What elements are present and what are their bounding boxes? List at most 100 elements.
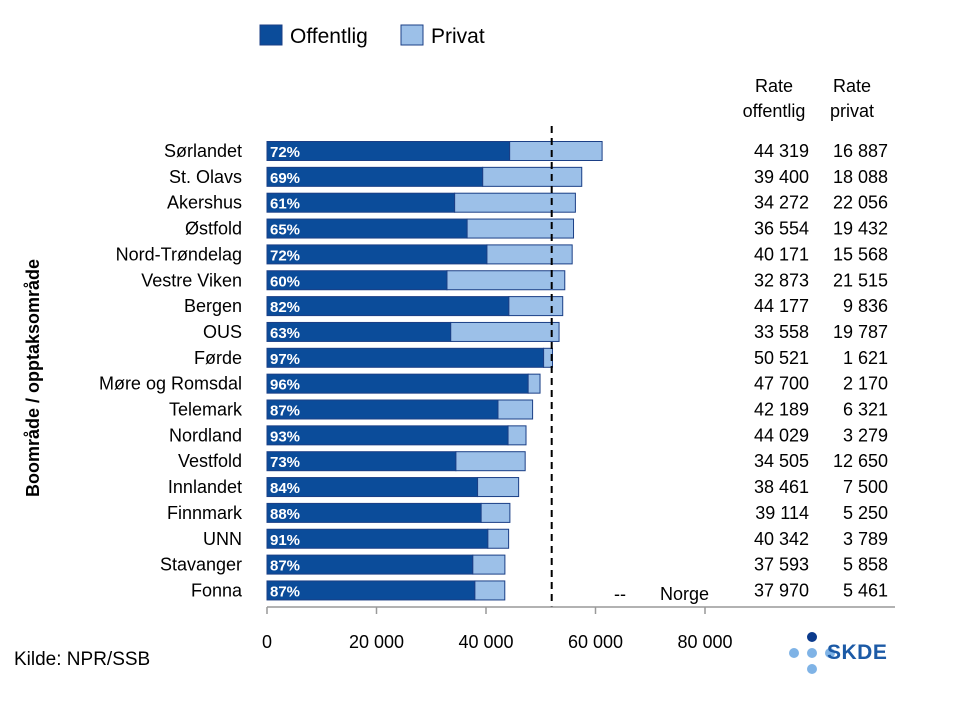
category-label: Bergen [184,296,242,316]
bar-percent-label: 88% [270,506,300,523]
rate-privat-value: 19 787 [833,322,888,342]
bar-offentlig [266,296,510,317]
rate-offentlig-value: 44 029 [754,425,809,445]
legend-swatch-offentlig [259,24,283,46]
rate-offentlig-value: 39 400 [754,167,809,187]
rate-privat-value: 3 789 [843,529,888,549]
bar-privat [482,166,583,187]
bar-privat [477,477,520,498]
bar-percent-label: 96% [270,377,300,394]
rate-privat-value: 9 836 [843,296,888,316]
rate-privat-value: 5 858 [843,555,888,575]
rate-offentlig-value: 47 700 [754,374,809,394]
bar-privat [472,554,506,575]
logo-dot-bottom [807,664,817,674]
bar-privat [509,141,603,161]
rate-privat-value: 19 432 [833,219,888,239]
source-note: Kilde: NPR/SSB [14,649,151,670]
bar-privat [507,425,527,446]
category-label: Finnmark [167,503,243,523]
bar-privat [508,296,564,317]
bar-percent-label: 97% [270,351,300,368]
category-label: Førde [194,348,242,368]
column-header-line2: offentlig [743,101,806,121]
rate-offentlig-value: 34 272 [754,193,809,213]
category-label: Akershus [167,193,242,213]
bar-privat [474,580,506,601]
reference-line-legend-marker: -- [614,584,626,604]
rate-offentlig-value: 39 114 [755,503,809,523]
bar-percent-label: 69% [270,170,300,187]
bar-percent-label: 61% [270,196,300,213]
logo-text: SKDE [827,641,888,664]
rate-offentlig-value: 37 970 [754,580,809,600]
logo-dot-top [807,632,817,642]
rate-offentlig-value: 36 554 [754,219,809,239]
bar-offentlig [266,373,529,394]
bar-percent-label: 87% [270,558,300,575]
bar-privat [455,451,526,472]
category-label: UNN [203,529,242,549]
rate-offentlig-value: 38 461 [754,477,809,497]
logo-dot-left [789,648,799,658]
bar-privat [446,270,566,291]
bar-privat [497,399,534,420]
x-axis-tick-label: 20 000 [349,632,404,652]
rate-offentlig-value: 40 342 [754,529,809,549]
column-header-line2: privat [830,101,874,121]
logo-dot-center [807,648,817,658]
bar-privat [450,321,560,342]
category-label: Innlandet [168,477,242,497]
category-label: Vestfold [178,451,242,471]
column-header-line1: Rate [833,76,871,96]
category-label: Nord-Trøndelag [116,244,242,264]
category-label: Møre og Romsdal [99,374,242,394]
bar-privat [527,373,541,394]
bar-percent-label: 87% [270,403,300,420]
bar-offentlig [266,425,509,446]
skde-logo: SKDE [786,628,916,684]
rate-privat-value: 2 170 [843,374,888,394]
rate-privat-value: 22 056 [833,193,888,213]
legend-swatch-privat [400,24,424,46]
rate-privat-value: 5 250 [843,503,888,523]
bar-percent-label: 73% [270,454,300,471]
rate-offentlig-value: 32 873 [754,270,809,290]
category-label: OUS [203,322,242,342]
rate-privat-value: 15 568 [833,244,888,264]
bar-percent-label: 93% [270,428,300,445]
category-label: Sørlandet [164,141,242,161]
bar-percent-label: 84% [270,480,300,497]
bar-percent-label: 87% [270,583,300,600]
rate-offentlig-value: 44 177 [754,296,809,316]
rate-privat-value: 7 500 [843,477,888,497]
bar-offentlig [266,528,489,549]
logo-dot-right [825,648,835,658]
category-label: St. Olavs [169,167,242,187]
reference-line-legend-label: Norge [660,584,709,604]
rate-privat-value: 1 621 [843,348,888,368]
rate-offentlig-value: 44 319 [754,141,809,161]
category-label: Vestre Viken [141,270,242,290]
rate-privat-value: 6 321 [843,400,888,420]
bar-privat [486,244,573,265]
bar-percent-label: 65% [270,222,300,239]
rate-privat-value: 16 887 [833,141,888,161]
rate-offentlig-value: 40 171 [754,244,809,264]
bar-percent-label: 91% [270,532,300,549]
rate-privat-value: 18 088 [833,167,888,187]
rate-offentlig-value: 33 558 [754,322,809,342]
category-label: Nordland [169,425,242,445]
rate-privat-value: 5 461 [843,580,888,600]
category-label: Telemark [169,400,243,420]
x-axis-tick-label: 40 000 [458,632,513,652]
rate-offentlig-value: 50 521 [754,348,809,368]
bar-percent-label: 82% [270,299,300,316]
bar-privat [480,502,511,523]
x-axis-tick-label: 60 000 [568,632,623,652]
rate-offentlig-value: 37 593 [754,555,809,575]
rate-offentlig-value: 34 505 [754,451,809,471]
bar-percent-label: 72% [270,247,300,264]
rate-offentlig-value: 42 189 [754,400,809,420]
